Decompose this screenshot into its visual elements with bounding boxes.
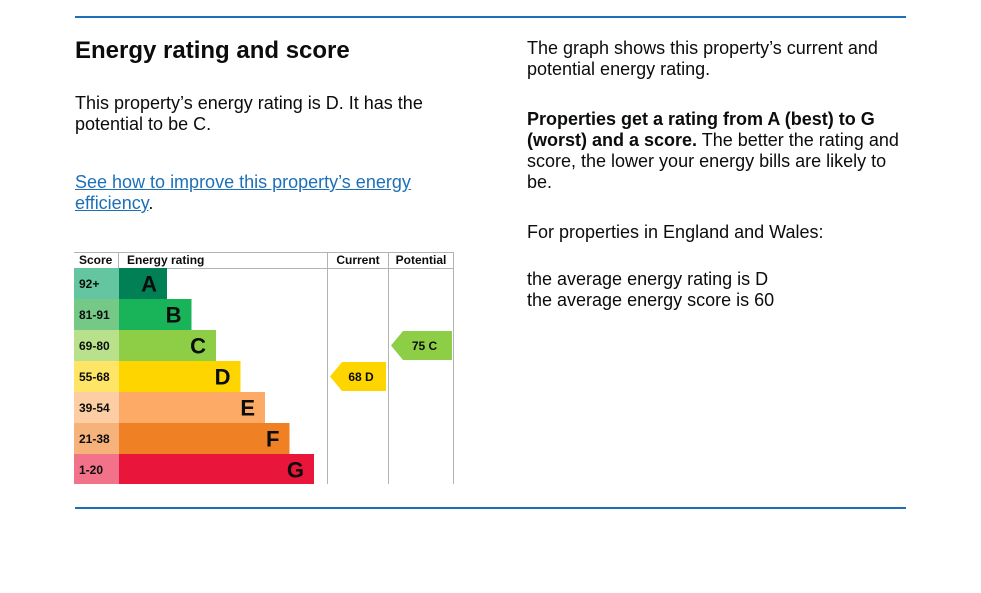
rating-explanation-bold: Properties get a rating from A (best) to… <box>527 109 875 150</box>
average-score: the average energy score is 60 <box>527 290 775 310</box>
rating-letter-c: C <box>190 334 206 359</box>
rating-section: Energy rating and score This property’s … <box>75 36 475 214</box>
score-cell-a <box>74 268 119 299</box>
score-range-a: 92+ <box>79 277 99 291</box>
rating-bar-a <box>119 268 167 299</box>
score-range-c: 69-80 <box>79 339 110 353</box>
score-cell-e <box>74 392 119 423</box>
bottom-divider <box>75 507 906 509</box>
rating-summary: This property’s energy rating is D. It h… <box>75 93 423 134</box>
header-score: Score <box>79 253 113 267</box>
rating-bar-g <box>119 454 314 484</box>
rating-bar-e <box>119 392 265 423</box>
potential-rating-arrow <box>391 331 452 360</box>
region-note: For properties in England and Wales: <box>527 222 824 242</box>
energy-rating-chart: Score Energy rating Current Potential 92+ A 81… <box>74 252 455 484</box>
rating-letter-g: G <box>287 458 304 483</box>
rating-bar-b <box>119 299 192 330</box>
header-current: Current <box>336 253 379 267</box>
improve-link-paragraph: See how to improve this property’s energ… <box>75 172 475 214</box>
score-cell-d <box>74 361 119 392</box>
header-energy-rating: Energy rating <box>127 253 204 267</box>
top-divider <box>75 16 906 18</box>
potential-rating-label: 75 C <box>412 339 438 353</box>
energy-rating-graph: Score Energy rating Current Potential 92+ A 81… <box>74 252 454 484</box>
score-cell-g <box>74 454 119 484</box>
rating-bar-f <box>119 423 290 454</box>
score-range-b: 81-91 <box>79 308 110 322</box>
explanation-section: The graph shows this property’s current … <box>527 38 907 311</box>
score-cell-f <box>74 423 119 454</box>
current-rating-label: 68 D <box>348 370 374 384</box>
rating-letter-f: F <box>266 427 279 452</box>
score-range-g: 1-20 <box>79 463 103 477</box>
score-cell-b <box>74 299 119 330</box>
graph-explanation: The graph shows this property’s current … <box>527 38 878 79</box>
score-cell-c <box>74 330 119 361</box>
score-range-d: 55-68 <box>79 370 110 384</box>
rating-bar-c <box>119 330 216 361</box>
improve-efficiency-link[interactable]: See how to improve this property’s energ… <box>75 172 411 213</box>
current-rating-arrow <box>330 362 386 391</box>
rating-letter-a: A <box>141 272 157 297</box>
rating-bar-d <box>119 361 241 392</box>
rating-explanation-rest: The better the rating and score, the low… <box>527 130 899 192</box>
score-range-f: 21-38 <box>79 432 110 446</box>
section-heading: Energy rating and score <box>75 37 350 64</box>
average-rating: the average energy rating is D <box>527 269 769 289</box>
rating-explanation: Properties get a rating from A (best) to… <box>527 109 907 193</box>
score-range-e: 39-54 <box>79 401 110 415</box>
link-suffix: . <box>148 193 154 213</box>
rating-letter-b: B <box>166 303 182 328</box>
rating-letter-d: D <box>215 365 231 390</box>
header-potential: Potential <box>396 253 447 267</box>
rating-letter-e: E <box>240 396 255 421</box>
